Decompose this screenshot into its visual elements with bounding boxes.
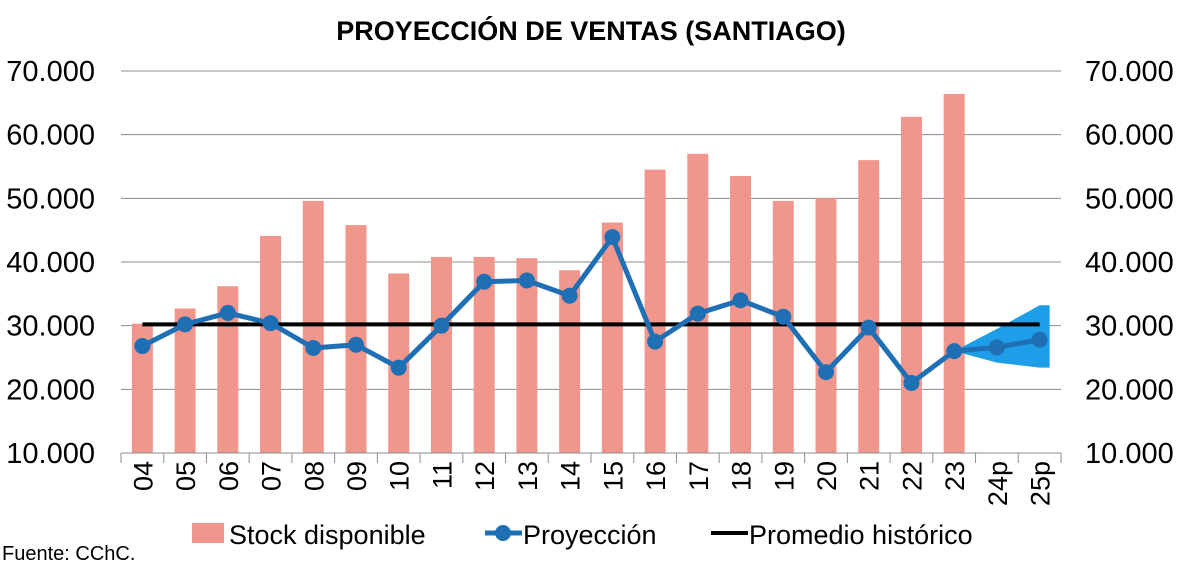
x-tick-label: 18 xyxy=(727,461,757,491)
bar-stock xyxy=(858,160,880,453)
y-tick-label-left: 40.000 xyxy=(6,247,95,279)
y-tick-label-right: 50.000 xyxy=(1085,183,1174,215)
projection-point xyxy=(689,305,706,322)
projection-point xyxy=(476,273,493,290)
projection-point xyxy=(518,272,535,289)
projection-point xyxy=(647,333,664,350)
bar-stock xyxy=(302,200,324,453)
bar-stock xyxy=(943,93,965,454)
bar-stock xyxy=(473,256,495,453)
projection-point xyxy=(305,339,322,356)
x-tick-label: 06 xyxy=(214,461,244,491)
bar-stock xyxy=(644,169,666,453)
x-tick-label: 10 xyxy=(385,461,415,491)
projection-point xyxy=(177,316,194,333)
projection-point xyxy=(732,292,749,309)
legend-swatch-stock xyxy=(192,523,224,543)
projection-point xyxy=(348,336,364,353)
x-tick-label: 14 xyxy=(556,461,586,491)
x-tick-label: 15 xyxy=(598,461,628,491)
projection-series xyxy=(134,229,1048,391)
projection-point xyxy=(903,374,920,391)
bar-stock xyxy=(217,286,239,453)
y-tick-label-left: 10.000 xyxy=(6,438,95,470)
x-tick-label: 07 xyxy=(257,461,287,491)
x-tick-label: 25p xyxy=(1026,461,1056,506)
x-tick-label: 12 xyxy=(470,461,500,491)
chart-title: PROYECCIÓN DE VENTAS (SANTIAGO) xyxy=(336,15,846,46)
x-tick-label: 23 xyxy=(940,461,970,491)
y-tick-label-left: 70.000 xyxy=(6,56,95,88)
projection-point xyxy=(134,338,151,355)
x-tick-label: 16 xyxy=(641,461,671,491)
bar-stock xyxy=(430,256,452,453)
y-tick-label-left: 50.000 xyxy=(6,183,95,215)
projection-point xyxy=(860,319,877,336)
projection-point xyxy=(946,343,963,360)
legend: Stock disponible Proyección Promedio histó… xyxy=(192,520,973,550)
bar-stock xyxy=(900,116,922,453)
projection-point xyxy=(775,308,792,325)
projection-point xyxy=(604,229,621,246)
legend-label-average: Promedio histórico xyxy=(749,520,973,550)
x-tick-label: 08 xyxy=(299,461,329,491)
y-tick-label-left: 30.000 xyxy=(6,311,95,343)
x-tick-label: 24p xyxy=(983,461,1013,506)
bar-stock xyxy=(601,222,623,453)
bar-stock xyxy=(260,235,282,453)
y-tick-label-right: 60.000 xyxy=(1085,120,1174,152)
x-tick-label: 13 xyxy=(513,461,543,491)
legend-label-projection: Proyección xyxy=(523,520,657,550)
bar-stock xyxy=(559,270,581,453)
x-tick-label: 05 xyxy=(171,461,201,491)
projection-point xyxy=(818,364,834,381)
projection-band-area xyxy=(954,305,1050,368)
bars-stock xyxy=(131,93,965,454)
projection-point xyxy=(1031,331,1048,348)
x-tick-label: 17 xyxy=(684,461,714,491)
bar-stock xyxy=(687,153,709,453)
y-tick-label-right: 70.000 xyxy=(1085,56,1174,88)
y-tick-label-right: 30.000 xyxy=(1085,311,1174,343)
source-note: Fuente: CChC. xyxy=(2,543,135,565)
projection-point xyxy=(433,317,450,334)
y-tick-label-left: 60.000 xyxy=(6,120,95,152)
projection-point xyxy=(561,287,578,304)
x-tick-label: 11 xyxy=(427,461,457,489)
x-tick-label: 09 xyxy=(342,461,372,491)
y-tick-label-right: 20.000 xyxy=(1085,374,1174,406)
bar-stock xyxy=(174,308,196,453)
x-tick-label: 20 xyxy=(812,461,842,491)
x-tick-label: 04 xyxy=(128,461,158,491)
projection-point xyxy=(219,304,236,321)
y-tick-label-left: 20.000 xyxy=(6,374,95,406)
x-axis: 04 05 06 07 08 09 10 11 12 13 14 15 16 17 18 19 20 21 22 23… xyxy=(120,452,1062,506)
bar-stock xyxy=(772,200,794,453)
y-tick-label-right: 10.000 xyxy=(1085,438,1174,470)
y-tick-label-right: 40.000 xyxy=(1085,247,1174,279)
x-tick-label: 19 xyxy=(769,461,799,491)
legend-label-stock: Stock disponible xyxy=(229,520,426,550)
y-axis-right: 10.000 20.000 30.000 40.000 50.000 60.000 70.0… xyxy=(1085,56,1174,470)
legend-swatch-projection-point xyxy=(495,525,511,541)
bar-stock xyxy=(131,323,153,453)
projection-band xyxy=(954,305,1050,368)
x-tick-label: 21 xyxy=(855,461,885,491)
bar-stock xyxy=(516,258,538,453)
x-tick-label: 22 xyxy=(897,461,927,491)
y-axis-left: 10.000 20.000 30.000 40.000 50.000 60.000 70.0… xyxy=(6,56,95,470)
bar-stock xyxy=(730,176,752,454)
projection-point xyxy=(988,339,1005,356)
projection-point xyxy=(390,359,407,376)
projection-line xyxy=(141,234,1041,386)
projection-point xyxy=(262,315,279,332)
